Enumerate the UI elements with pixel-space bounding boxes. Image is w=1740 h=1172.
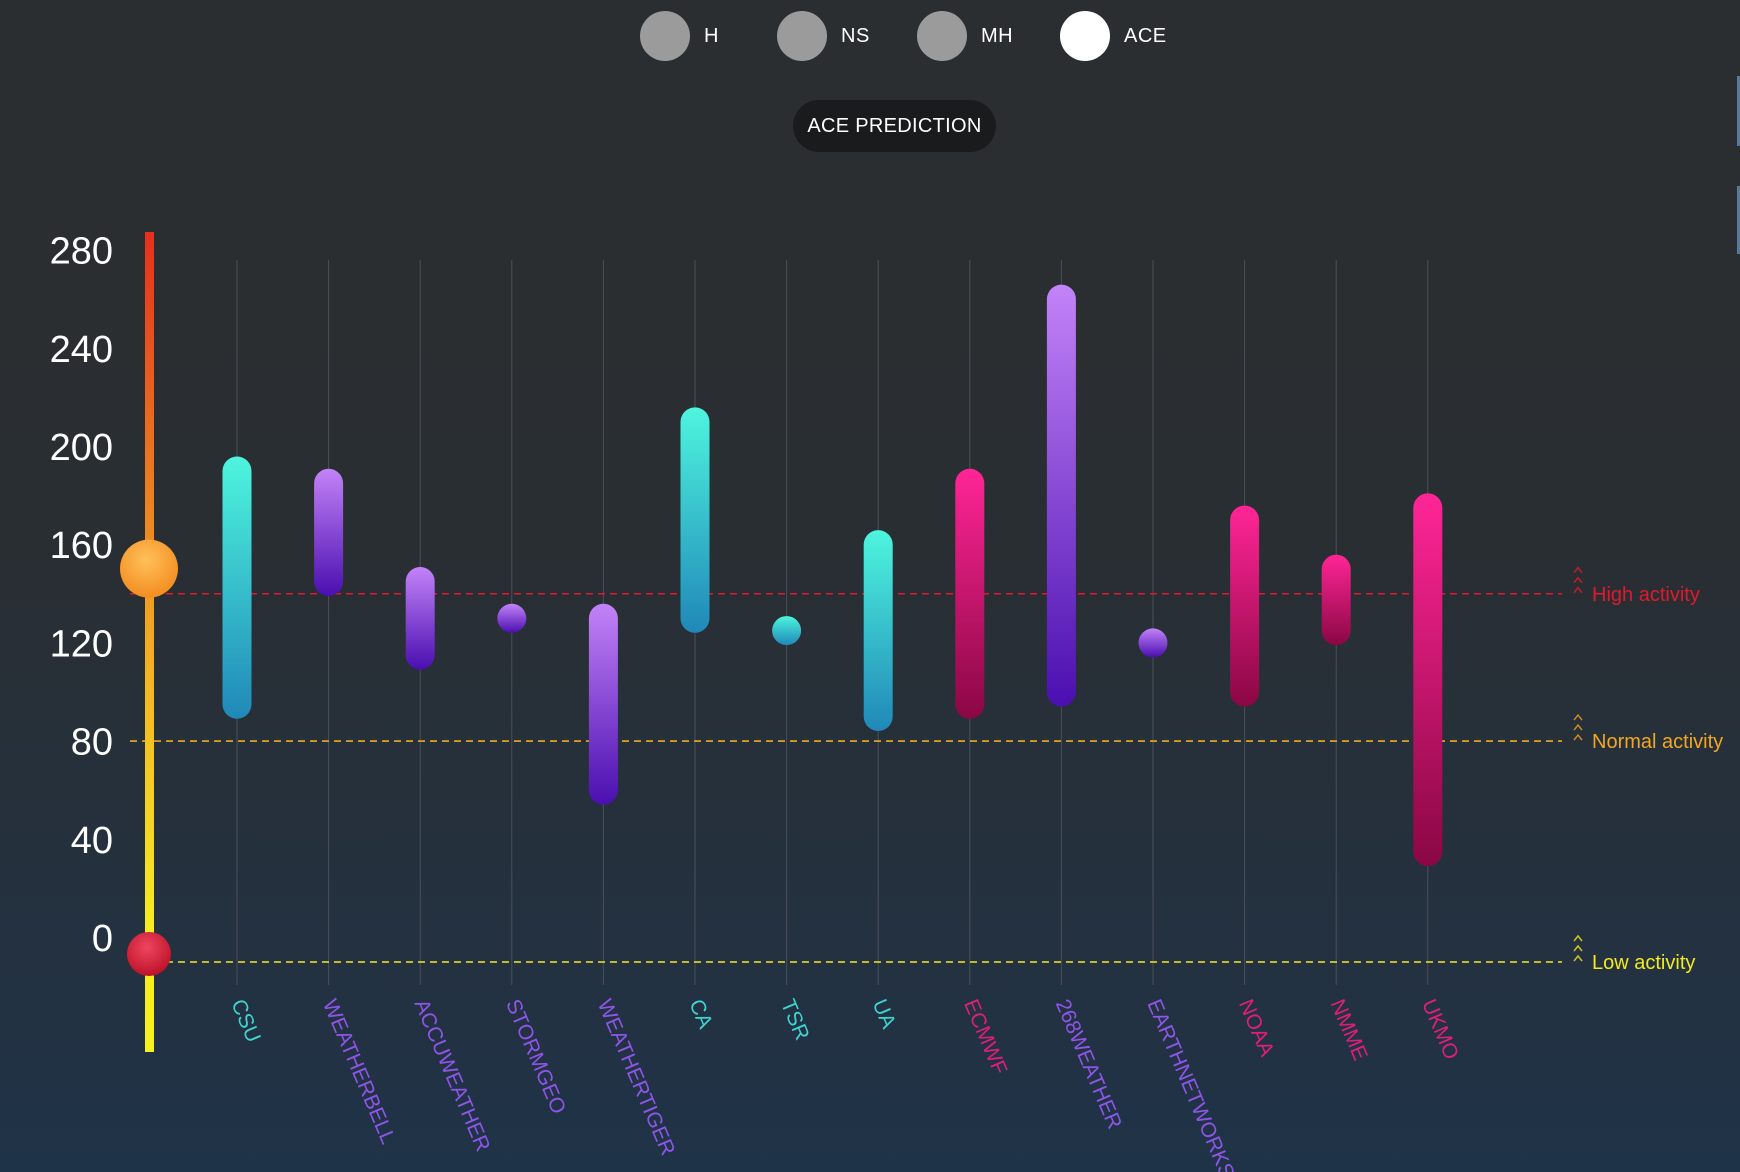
toggle-ace-radio[interactable]: [1060, 11, 1110, 61]
y-tick-label: 160: [50, 525, 113, 567]
y-tick-label: 280: [50, 231, 113, 273]
range-bar-weathertiger: [588, 603, 618, 805]
threshold-chevron-icon: [1573, 954, 1583, 962]
toggle-mh[interactable]: MH: [917, 10, 1013, 62]
range-bar-ca: [680, 407, 710, 633]
x-label-ukmo: UKMO: [1417, 996, 1463, 1063]
threshold-label-2: Low activity: [1592, 952, 1695, 974]
range-bar-nmme: [1321, 554, 1351, 646]
range-bar-weatherbell: [314, 468, 344, 596]
threshold-chevron-icon: [1573, 566, 1583, 574]
x-label-stormgeo: STORMGEO: [501, 996, 570, 1117]
x-label-tsr: TSR: [776, 996, 814, 1044]
range-bar-csu: [222, 456, 252, 719]
metric-toggle-group: H NS MH ACE: [0, 10, 1740, 62]
toggle-ns-label: NS: [841, 24, 870, 47]
slider-track: [145, 232, 154, 1052]
toggle-ns[interactable]: NS: [777, 10, 870, 62]
toggle-ace-label: ACE: [1124, 24, 1167, 47]
range-bars: [222, 284, 1443, 867]
x-label-weatherbell: WEATHERBELL: [318, 996, 400, 1148]
threshold-chevron-icon: [1573, 713, 1583, 721]
threshold-label-1: Normal activity: [1592, 731, 1723, 753]
threshold-chevron-icon: [1573, 733, 1583, 741]
threshold-chevron-icon: [1573, 576, 1583, 584]
range-dot-stormgeo: [497, 603, 527, 633]
toggle-h-radio[interactable]: [640, 11, 690, 61]
range-dot-tsr: [772, 616, 802, 646]
range-bar-268weather: [1046, 284, 1076, 707]
scroll-edge-indicator-2: [1737, 186, 1740, 254]
toggle-ace[interactable]: ACE: [1060, 10, 1167, 62]
toggle-mh-label: MH: [981, 24, 1014, 47]
x-label-noaa: NOAA: [1234, 996, 1278, 1060]
threshold-chevron-icon: [1573, 944, 1583, 952]
y-tick-label: 40: [71, 820, 113, 862]
slider-min-knob[interactable]: [127, 932, 171, 976]
x-label-ecmwf: ECMWF: [959, 996, 1011, 1078]
x-label-ca: CA: [684, 996, 717, 1032]
range-bar-noaa: [1230, 505, 1260, 707]
x-label-weathertiger: WEATHERTIGER: [593, 996, 680, 1159]
range-bar-ecmwf: [955, 468, 985, 719]
x-label-268weather: 268WEATHER: [1051, 996, 1126, 1132]
x-label-accuweather: ACCUWEATHER: [410, 996, 495, 1155]
threshold-label-0: High activity: [1592, 584, 1700, 606]
x-label-csu: CSU: [226, 996, 264, 1046]
threshold-chevron-icon: [1573, 723, 1583, 731]
x-label-nmme: NMME: [1326, 996, 1372, 1064]
y-tick-label: 0: [92, 918, 113, 960]
ace-slider[interactable]: [120, 232, 178, 1052]
toggle-h-label: H: [704, 24, 719, 47]
x-label-earthnetworks: EARTHNETWORKS: [1142, 996, 1238, 1172]
range-dot-earthnetworks: [1138, 628, 1168, 658]
y-tick-label: 80: [71, 722, 113, 764]
x-axis-labels: CSU WEATHERBELL ACCUWEATHER STORMGEO WEATHER…: [226, 996, 1463, 1172]
y-tick-label: 120: [50, 623, 113, 665]
y-tick-label: 200: [50, 427, 113, 469]
activity-thresholds: High activity Normal activity Low activity: [130, 566, 1723, 974]
threshold-chevron-icon: [1573, 934, 1583, 942]
range-bar-ukmo: [1413, 493, 1443, 867]
slider-value-knob[interactable]: [120, 539, 178, 598]
ace-prediction-button[interactable]: ACE PREDICTION: [793, 100, 996, 152]
toggle-ns-radio[interactable]: [777, 11, 827, 61]
range-bar-accuweather: [405, 566, 435, 670]
threshold-chevron-icon: [1573, 586, 1583, 594]
y-axis-ticks: 0 40 80 120 160 200 240 280: [50, 231, 113, 960]
toggle-mh-radio[interactable]: [917, 11, 967, 61]
range-bar-ua: [863, 530, 893, 731]
x-label-ua: UA: [868, 996, 901, 1032]
y-tick-label: 240: [50, 329, 113, 371]
toggle-h[interactable]: H: [640, 10, 719, 62]
scroll-edge-indicator: [1737, 76, 1740, 146]
